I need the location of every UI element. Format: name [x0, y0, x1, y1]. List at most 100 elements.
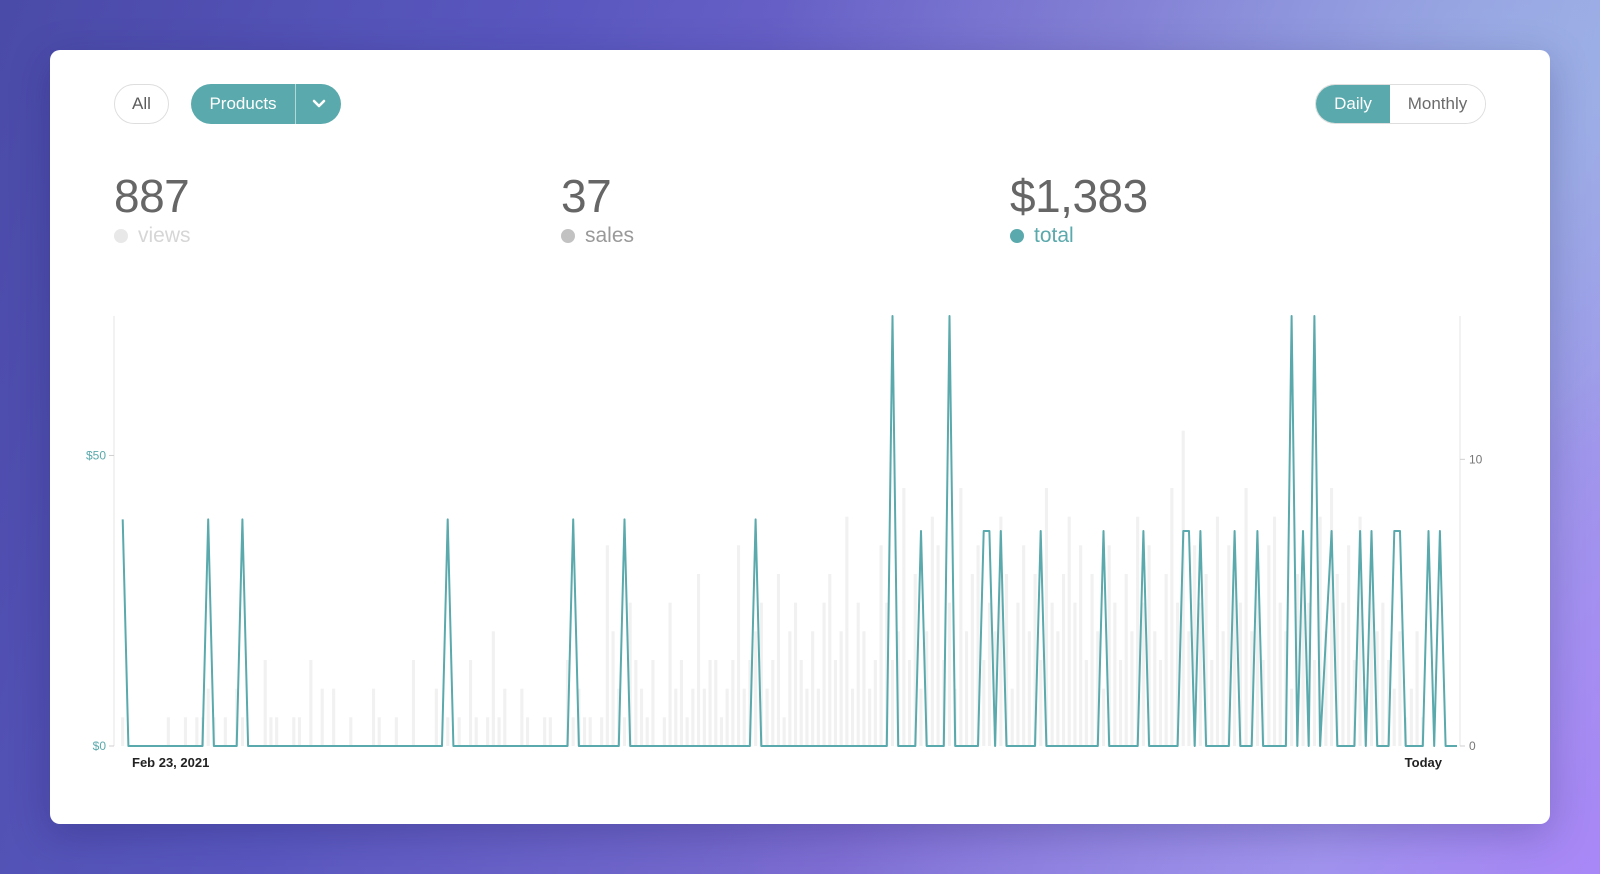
views-bar — [223, 717, 227, 746]
views-bar — [822, 602, 826, 746]
period-monthly-label: Monthly — [1407, 94, 1468, 113]
views-bar — [1341, 602, 1345, 746]
views-bar — [936, 545, 940, 746]
views-bar — [702, 688, 706, 746]
views-bar — [1415, 631, 1419, 746]
views-bar — [1124, 574, 1128, 746]
views-bar — [1335, 574, 1339, 746]
views-bar — [1301, 545, 1305, 746]
stat-total-value: $1,383 — [1010, 170, 1148, 222]
views-bar — [839, 631, 843, 746]
views-bar — [503, 688, 507, 746]
stat-total-label: total — [1034, 224, 1074, 247]
views-bar — [925, 631, 929, 746]
total-legend-dot-icon — [1010, 229, 1024, 243]
views-bar — [1096, 631, 1100, 746]
views-bar — [1079, 545, 1083, 746]
views-bar — [908, 660, 912, 746]
views-bar — [292, 717, 296, 746]
views-bar — [765, 688, 769, 746]
views-bar — [1198, 602, 1202, 746]
views-bar — [263, 660, 267, 746]
views-bar — [754, 631, 758, 746]
views-bar — [1352, 660, 1356, 746]
filter-all-label: All — [132, 94, 151, 113]
views-bar — [605, 545, 609, 746]
views-bar — [497, 717, 501, 746]
views-bar — [1409, 688, 1413, 746]
views-bar — [1193, 545, 1197, 746]
views-bar — [913, 574, 917, 746]
views-bar — [1387, 660, 1391, 746]
views-bar — [719, 717, 723, 746]
right-tick-label: 0 — [1469, 739, 1476, 753]
views-bar — [320, 688, 324, 746]
views-bar — [970, 574, 974, 746]
products-dropdown-toggle[interactable] — [296, 99, 341, 109]
period-monthly-button[interactable]: Monthly — [1390, 85, 1485, 123]
views-bar — [269, 717, 273, 746]
views-bar — [634, 660, 638, 746]
views-bar — [982, 660, 986, 746]
analytics-card: All Products Daily Monthly 887 views 37 … — [50, 50, 1550, 824]
views-bar — [1227, 545, 1231, 746]
views-bar — [748, 660, 752, 746]
views-bar — [811, 631, 815, 746]
views-bar — [166, 717, 170, 746]
views-bar — [1010, 688, 1014, 746]
filter-products-label: Products — [209, 94, 277, 113]
views-bar — [1295, 574, 1299, 746]
views-bar — [446, 717, 450, 746]
views-bar — [491, 631, 495, 746]
views-bar — [1147, 545, 1151, 746]
views-bar — [1067, 516, 1071, 746]
views-bar — [708, 660, 712, 746]
sales-chart: $0 $50 0 10 Feb 23, 2021 Today — [86, 315, 1483, 770]
views-bar — [1347, 545, 1351, 746]
views-bar — [1267, 545, 1271, 746]
views-bar — [275, 717, 279, 746]
filter-products-divider — [295, 84, 296, 124]
views-bar — [1244, 488, 1248, 746]
views-bar — [1273, 516, 1277, 746]
views-bar — [240, 717, 244, 746]
stat-views: 887 views — [114, 168, 191, 248]
views-bar — [349, 717, 353, 746]
views-legend-dot-icon — [114, 229, 128, 243]
stat-total: $1,383 total — [1010, 168, 1148, 248]
views-bar — [622, 717, 626, 746]
views-bar — [873, 660, 877, 746]
views-bar — [794, 602, 798, 746]
filter-all-button[interactable]: All — [114, 84, 169, 124]
views-bar — [1324, 631, 1328, 746]
views-bar — [828, 574, 832, 746]
period-daily-label: Daily — [1334, 94, 1372, 113]
views-bar — [1210, 660, 1214, 746]
views-bar — [1233, 574, 1237, 746]
views-bar — [1027, 631, 1031, 746]
views-bar — [183, 717, 187, 746]
views-bar — [833, 660, 837, 746]
views-bars — [121, 430, 1425, 746]
views-bar — [640, 688, 644, 746]
views-bar — [668, 602, 672, 746]
views-bar — [588, 717, 592, 746]
left-tick-label: $50 — [86, 448, 106, 462]
filter-products-button[interactable]: Products — [191, 84, 341, 124]
views-bar — [788, 631, 792, 746]
right-axis-ticks: 0 10 — [1460, 452, 1483, 753]
views-bar — [628, 602, 632, 746]
views-bar — [845, 516, 849, 746]
views-bar — [987, 602, 991, 746]
views-bar — [1238, 602, 1242, 746]
period-daily-button[interactable]: Daily — [1316, 85, 1390, 123]
views-bar — [731, 660, 735, 746]
views-bar — [583, 717, 587, 746]
views-bar — [1261, 660, 1265, 746]
views-bar — [1056, 631, 1060, 746]
left-tick-label: $0 — [93, 739, 107, 753]
views-bar — [543, 717, 547, 746]
views-bar — [1176, 602, 1180, 746]
views-bar — [862, 631, 866, 746]
views-bar — [1158, 660, 1162, 746]
